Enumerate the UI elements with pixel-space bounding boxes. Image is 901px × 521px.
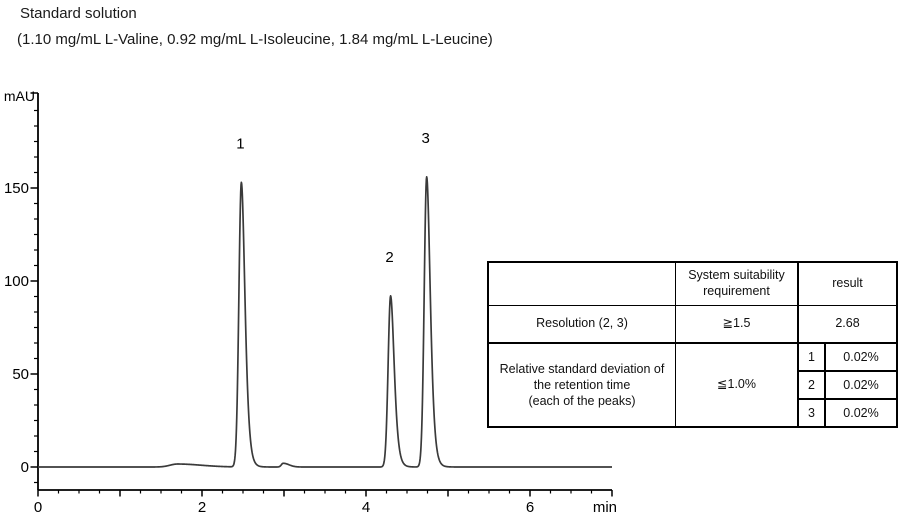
x-axis-tick-label: 6 (526, 499, 534, 516)
resolution-row: Resolution (2, 3) ≧1.5 2.68 (489, 306, 896, 344)
rsd-value-3: 0.02% (843, 406, 879, 420)
rsd-label-line3: (each of the peaks) (528, 394, 636, 409)
resolution-label: Resolution (2, 3) (489, 306, 676, 342)
figure-title: Standard solution (20, 5, 137, 22)
y-axis-tick-label: 100 (4, 273, 29, 290)
chromatogram-trace (37, 175, 613, 468)
rsd-row: Relative standard deviation of the reten… (489, 344, 896, 426)
x-axis-tick-label: 4 (362, 499, 370, 516)
rsd-label-line1: Relative standard deviation of (499, 361, 665, 376)
header-cell-requirement: System suitability requirement (676, 263, 799, 305)
figure-subtitle: (1.10 mg/mL L-Valine, 0.92 mg/mL L-Isole… (17, 31, 493, 48)
y-axis-tick-label: 150 (4, 180, 29, 197)
resolution-result: 2.68 (835, 316, 860, 331)
rsd-result-row-3: 3 0.02% (799, 400, 896, 426)
rsd-label-line2: the retention time (533, 377, 631, 392)
y-axis-tick-label: 50 (12, 366, 29, 383)
peak-label-2: 2 (385, 249, 393, 266)
rsd-requirement: ≦1.0% (676, 344, 799, 426)
header-cell-empty (489, 263, 676, 305)
peak-label-1: 1 (236, 135, 244, 152)
x-axis-unit-label: min (593, 499, 617, 516)
table-header-row: System suitability requirement result (489, 263, 896, 306)
rsd-value-1: 0.02% (843, 350, 879, 364)
rsd-result-row-1: 1 0.02% (799, 344, 896, 372)
resolution-requirement: ≧1.5 (676, 306, 799, 342)
y-axis-unit-label: mAU (4, 88, 35, 104)
rsd-value-2: 0.02% (843, 378, 879, 392)
peak-label-3: 3 (422, 130, 430, 147)
x-axis-tick-label: 0 (34, 499, 42, 516)
y-axis-tick-label: 0 (21, 459, 29, 476)
rsd-peak-number-2: 2 (799, 372, 826, 398)
system-suitability-table: System suitability requirement result Re… (487, 261, 898, 428)
rsd-result-row-2: 2 0.02% (799, 372, 896, 400)
rsd-peak-number-3: 3 (799, 400, 826, 426)
x-axis-tick-label: 2 (198, 499, 206, 516)
rsd-peak-number-1: 1 (799, 344, 826, 370)
rsd-results: 1 0.02% 2 0.02% 3 0.02% (799, 344, 896, 426)
header-cell-result: result (832, 276, 863, 291)
rsd-label: Relative standard deviation of the reten… (489, 344, 676, 426)
